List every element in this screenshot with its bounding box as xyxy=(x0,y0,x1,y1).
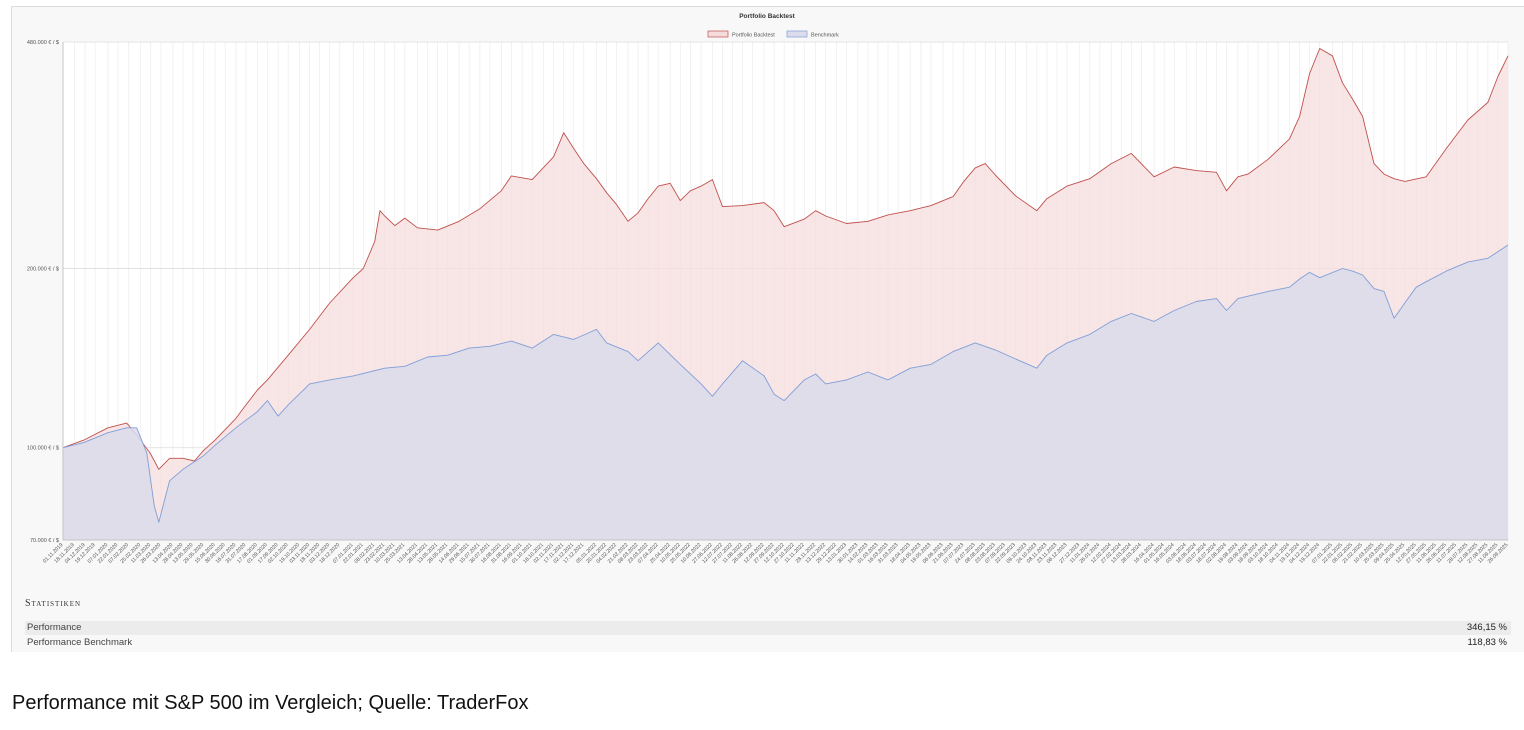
stat-row-performance-benchmark: Performance Benchmark 118,83 % xyxy=(25,636,1511,650)
stat-row-performance: Performance 346,15 % xyxy=(25,621,1511,635)
statistics-heading: Statistiken xyxy=(25,598,82,609)
axis-layer: 01.11.201918.11.201904.12.201919.12.2019… xyxy=(27,40,1510,565)
series-line-1 xyxy=(62,244,1509,523)
y-tick-label: 100.000 € / $ xyxy=(27,446,59,452)
legend-label: Portfolio Backtest xyxy=(732,33,775,39)
series-line-0 xyxy=(62,48,1509,470)
stat-label: Performance xyxy=(27,622,82,633)
legend-label: Benchmark xyxy=(811,33,839,39)
stat-value: 346,15 % xyxy=(1466,622,1507,633)
legend-swatch xyxy=(786,30,808,38)
series-area-1 xyxy=(63,245,1508,540)
y-tick-label: 70.000 € / $ xyxy=(30,538,59,544)
stat-label: Performance Benchmark xyxy=(27,637,133,648)
y-tick-label: 480.000 € / $ xyxy=(27,40,59,46)
stat-value: 118,83 % xyxy=(1467,637,1507,648)
legend-swatch xyxy=(707,30,729,38)
portfolio-backtest-chart: 01.11.201918.11.201904.12.201919.12.2019… xyxy=(27,13,1510,565)
figure-caption: Performance mit S&P 500 im Vergleich; Qu… xyxy=(12,692,529,714)
area-layer xyxy=(62,48,1509,540)
chart-title: Portfolio Backtest xyxy=(739,13,795,20)
legend: Portfolio Backtest Benchmark xyxy=(707,30,839,39)
y-tick-label: 200.000 € / $ xyxy=(27,266,59,272)
